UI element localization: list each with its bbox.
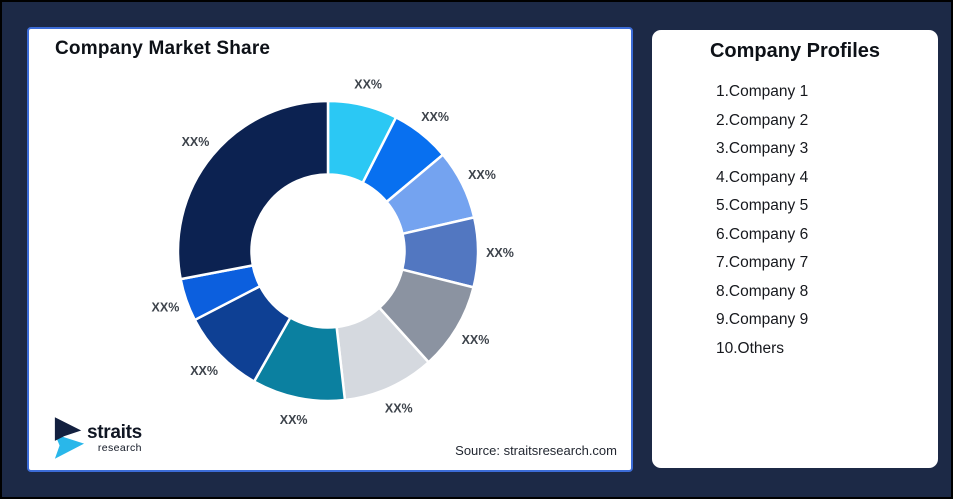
chart-title: Company Market Share: [55, 38, 271, 59]
segment-label-8: XX%: [190, 364, 218, 378]
profiles-list: 1.Company 1 2.Company 2 3.Company 3 4.Compa…: [716, 78, 808, 363]
profile-list-item: 6.Company 6: [716, 225, 809, 243]
segment-label-3: XX%: [468, 168, 496, 182]
profile-list-item: 3.Company 3: [716, 140, 809, 157]
donut-chart: XX% XX% XX% XX% XX% XX% XX% XX% XX% XX%: [152, 77, 514, 427]
profile-list-item: 9.Company 9: [716, 311, 809, 328]
segment-label-4: XX%: [486, 246, 514, 260]
segment-label-6: XX%: [385, 401, 413, 415]
segment-label-9: XX%: [152, 301, 180, 315]
segment-label-2: XX%: [421, 110, 449, 124]
logo-subtitle: research: [97, 441, 142, 454]
straits-logo-icon: [54, 417, 85, 459]
source-text: Source: straitsresearch.com: [455, 443, 617, 458]
profile-list-item: 8.Company 8: [716, 282, 809, 300]
profile-list-item: 4.Company 4: [716, 168, 809, 186]
straits-logo: straits research: [53, 416, 142, 460]
market-share-card: Company Market Share XX% XX% XX% XX% XX% XX% X…: [27, 27, 633, 472]
company-profiles-card: Company Profiles 1.Company 1 2.Company 2 3…: [652, 30, 938, 468]
profile-list-item: 7.Company 7: [716, 254, 809, 271]
straits-logo-text: straits research: [87, 423, 142, 454]
segment-label-1: XX%: [354, 77, 382, 91]
profiles-title: Company Profiles: [709, 40, 881, 62]
logo-name: straits: [87, 421, 142, 443]
profile-list-item: 10.Others: [716, 339, 785, 357]
donut-segment-10: [176, 99, 330, 281]
segment-label-7: XX%: [280, 413, 308, 427]
profile-list-item: 2.Company 2: [716, 111, 809, 129]
segment-label-10: XX%: [182, 135, 210, 149]
profile-list-item: 1.Company 1: [716, 83, 809, 100]
segment-label-5: XX%: [462, 333, 490, 347]
profile-list-item: 5.Company 5: [716, 197, 809, 214]
